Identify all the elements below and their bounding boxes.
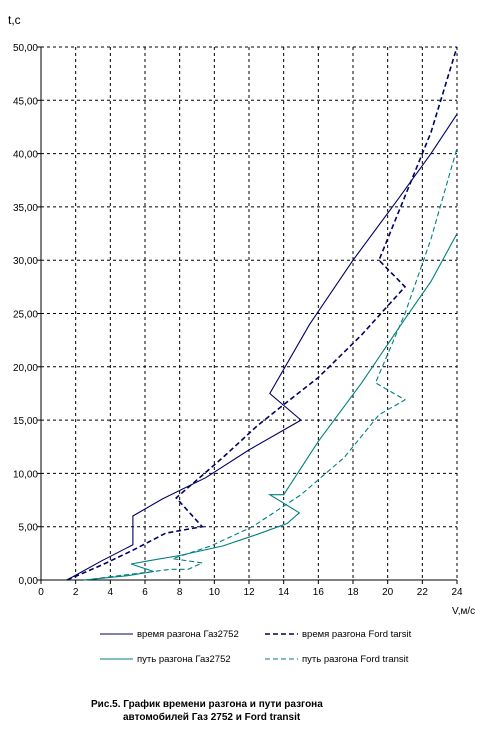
legend-label-3: путь разгона Ford transit (302, 654, 409, 665)
series-line-2 (84, 233, 458, 581)
legend-label-0: время разгона Газ2752 (137, 629, 239, 640)
grid-lines (41, 46, 458, 580)
y-tick-label: 20,00 (13, 363, 38, 374)
series-line-3 (84, 148, 458, 581)
x-tick-label: 22 (417, 587, 429, 598)
y-tick-label: 15,00 (13, 416, 38, 427)
legend-label-1: время разгона Ford tarsit (302, 629, 412, 640)
series-line-0 (66, 113, 458, 581)
x-tick-label: 24 (451, 587, 463, 598)
y-tick-label: 25,00 (13, 310, 38, 321)
x-tick-label: 0 (38, 587, 44, 598)
legend-label-2: путь разгона Газ2752 (137, 654, 231, 665)
tick-labels: 0 2 4 6 8 10 12 14 16 18 20 22 240,005,0010,0015,002… (13, 43, 463, 598)
y-tick-label: 45,00 (13, 96, 38, 107)
y-tick-label: 30,00 (13, 256, 38, 267)
x-tick-label: 20 (382, 587, 394, 598)
x-tick-label: 2 (73, 587, 79, 598)
x-tick-label: 4 (108, 587, 114, 598)
series-line-1 (66, 46, 458, 581)
x-tick-label: 14 (278, 587, 290, 598)
x-tick-label: 12 (243, 587, 255, 598)
x-tick-label: 18 (347, 587, 359, 598)
y-tick-label: 35,00 (13, 203, 38, 214)
axes (37, 46, 458, 584)
y-tick-label: 40,00 (13, 150, 38, 161)
y-axis-label: t,c (8, 13, 21, 27)
series-lines (66, 46, 458, 581)
y-tick-label: 50,00 (13, 43, 38, 54)
y-tick-label: 5,00 (19, 523, 39, 534)
caption-line-2: автомобилей Газ 2752 и Ford transit (123, 711, 301, 723)
x-tick-label: 6 (142, 587, 148, 598)
legend: время разгона Газ2752 время разгона Ford… (100, 629, 412, 665)
caption-line-1: Рис.5. График времени разгона и пути раз… (91, 698, 323, 710)
y-tick-label: 0,00 (19, 576, 39, 587)
x-tick-label: 8 (177, 587, 183, 598)
x-tick-label: 10 (209, 587, 221, 598)
x-tick-label: 16 (313, 587, 325, 598)
x-axis-label: V,м/с (452, 606, 475, 617)
y-tick-label: 10,00 (13, 469, 38, 480)
